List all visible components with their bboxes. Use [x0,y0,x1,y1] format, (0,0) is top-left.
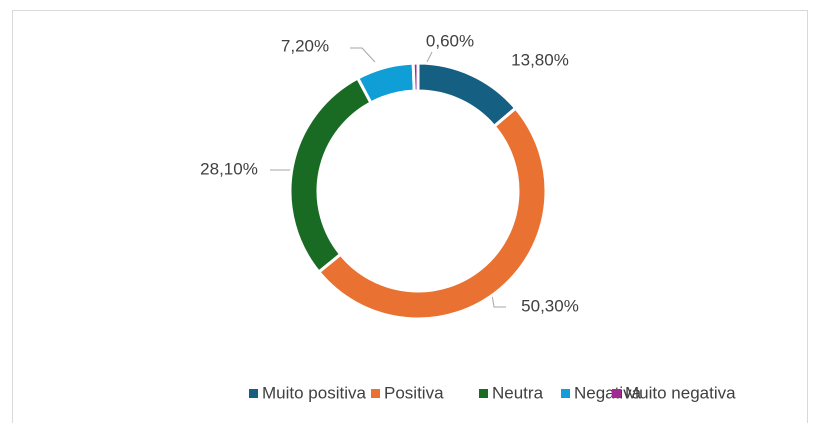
legend-label: Neutra [492,383,544,402]
legend-marker [249,389,258,398]
legend-marker [561,389,570,398]
legend-marker [612,389,621,398]
legend-label: Positiva [384,383,444,402]
legend-label: Negativa [574,383,642,402]
donut-segment [411,61,420,93]
legend-label: Muito negativa [625,383,736,402]
data-label: 28,10% [200,159,258,178]
legend-marker [371,389,380,398]
data-label: 13,80% [511,50,569,69]
legend-label: Muito positiva [262,383,366,402]
data-label: 0,60% [426,31,474,50]
legend-marker [479,389,488,398]
data-label: 7,20% [281,36,329,55]
donut-segment [316,106,548,321]
data-label: 50,30% [521,296,579,315]
